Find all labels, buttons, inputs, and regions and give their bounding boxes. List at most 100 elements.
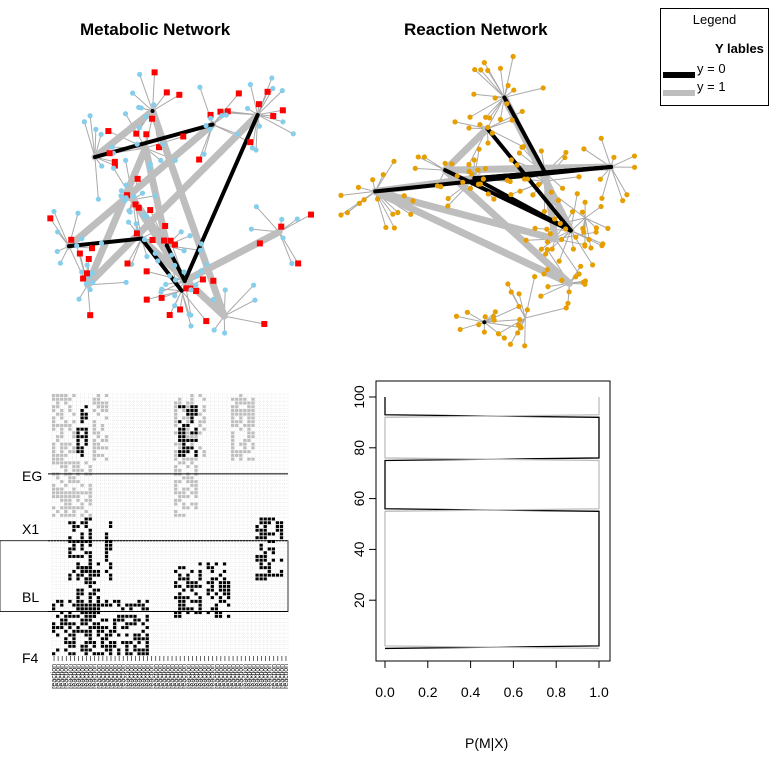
heatmap-cell [109,634,112,637]
network-edge [95,157,98,199]
heatmap-cell [260,518,263,521]
heatmap-cell [105,409,108,412]
heatmap-cell [268,518,271,521]
network-node [345,210,350,215]
heatmap-cell [190,401,193,404]
heatmap-cell [93,428,96,431]
heatmap-cell [80,435,83,438]
heatmap-cell [260,566,263,569]
heatmap-cell [203,454,206,457]
heatmap-row-label-f4: F4 [22,650,38,666]
heatmap-cell [93,652,96,655]
heatmap-cell [264,525,267,528]
heatmap-cell [272,547,275,550]
heatmap-cell [178,454,181,457]
heatmap-cell [93,431,96,434]
heatmap-cell [211,570,214,573]
metabolite-node [236,90,242,96]
network-node [624,192,629,197]
heatmap-cell [272,551,275,554]
heatmap-cell [80,428,83,431]
heatmap-cell [89,604,92,607]
heatmap-cell [239,398,242,401]
heatmap-cell [251,405,254,408]
network-node [516,291,521,296]
heatmap-cell [260,559,263,562]
heatmap-cell [198,577,201,580]
heatmap-cell [174,454,177,457]
heatmap-cell [89,503,92,506]
heatmap-cell [247,450,250,453]
heatmap-cell [68,645,71,648]
heatmap-cell [80,619,83,622]
heatmap-cell [264,555,267,558]
heatmap-cell [56,394,59,397]
network-node [199,268,204,273]
heatmap-cell [264,574,267,577]
network-node [582,243,587,248]
heatmap-cell [93,420,96,423]
heatmap-cell [80,450,83,453]
heatmap-cell [251,446,254,449]
network-node [55,229,60,234]
heatmap-cell [72,645,75,648]
heatmap-cell [264,551,267,554]
heatmap-cell [125,626,128,629]
heatmap-cell [182,488,185,491]
heatmap-cell [190,458,193,461]
network-node [223,287,228,292]
network-node [153,251,158,256]
network-node [504,101,509,106]
heatmap-cell [105,547,108,550]
network-node [252,298,257,303]
heatmap-cell [247,416,250,419]
heatmap-cell [203,416,206,419]
heatmap-cell [93,581,96,584]
network-node [580,226,585,231]
network-node [79,236,84,241]
heatmap-cell [182,424,185,427]
legend-item-y0: y = 0 [697,61,726,76]
network-node [465,310,470,315]
heatmap-cell [231,454,234,457]
heatmap-cell [129,615,132,618]
heatmap-cell [80,484,83,487]
heatmap-cell [68,574,71,577]
heatmap-cell [97,401,100,404]
heatmap-cell [105,619,108,622]
metabolite-node [125,260,131,266]
heatmap-cell [215,577,218,580]
heatmap-cell [174,570,177,573]
heatmap-cell [190,461,193,464]
heatmap-cell [97,626,100,629]
heatmap-cell [109,574,112,577]
heatmap-cell [52,428,55,431]
heatmap-cell [178,514,181,517]
metabolite-node [176,92,182,98]
heatmap-cell [239,458,242,461]
heatmap-cell [52,604,55,607]
heatmap-cell [56,626,59,629]
heatmap-cell [72,615,75,618]
heatmap-cell [101,405,104,408]
heatmap-cell [133,634,136,637]
heatmap-cell [137,641,140,644]
heatmap-cell [280,529,283,532]
heatmap-cell [85,634,88,637]
heatmap-cell [146,634,149,637]
heatmap-cell [93,626,96,629]
network-node [392,225,397,230]
heatmap-cell [211,596,214,599]
heatmap-cell [105,416,108,419]
heatmap-cell [239,394,242,397]
heatmap-cell [178,596,181,599]
heatmap-cell [146,607,149,610]
network-node [472,67,477,72]
heatmap-cell [142,622,145,625]
heatmap-cell [198,604,201,607]
heatmap-cell [89,577,92,580]
heatmap-cell [268,532,271,535]
heatmap-cell [194,435,197,438]
heatmap-cell [52,450,55,453]
network-edges [341,56,635,345]
